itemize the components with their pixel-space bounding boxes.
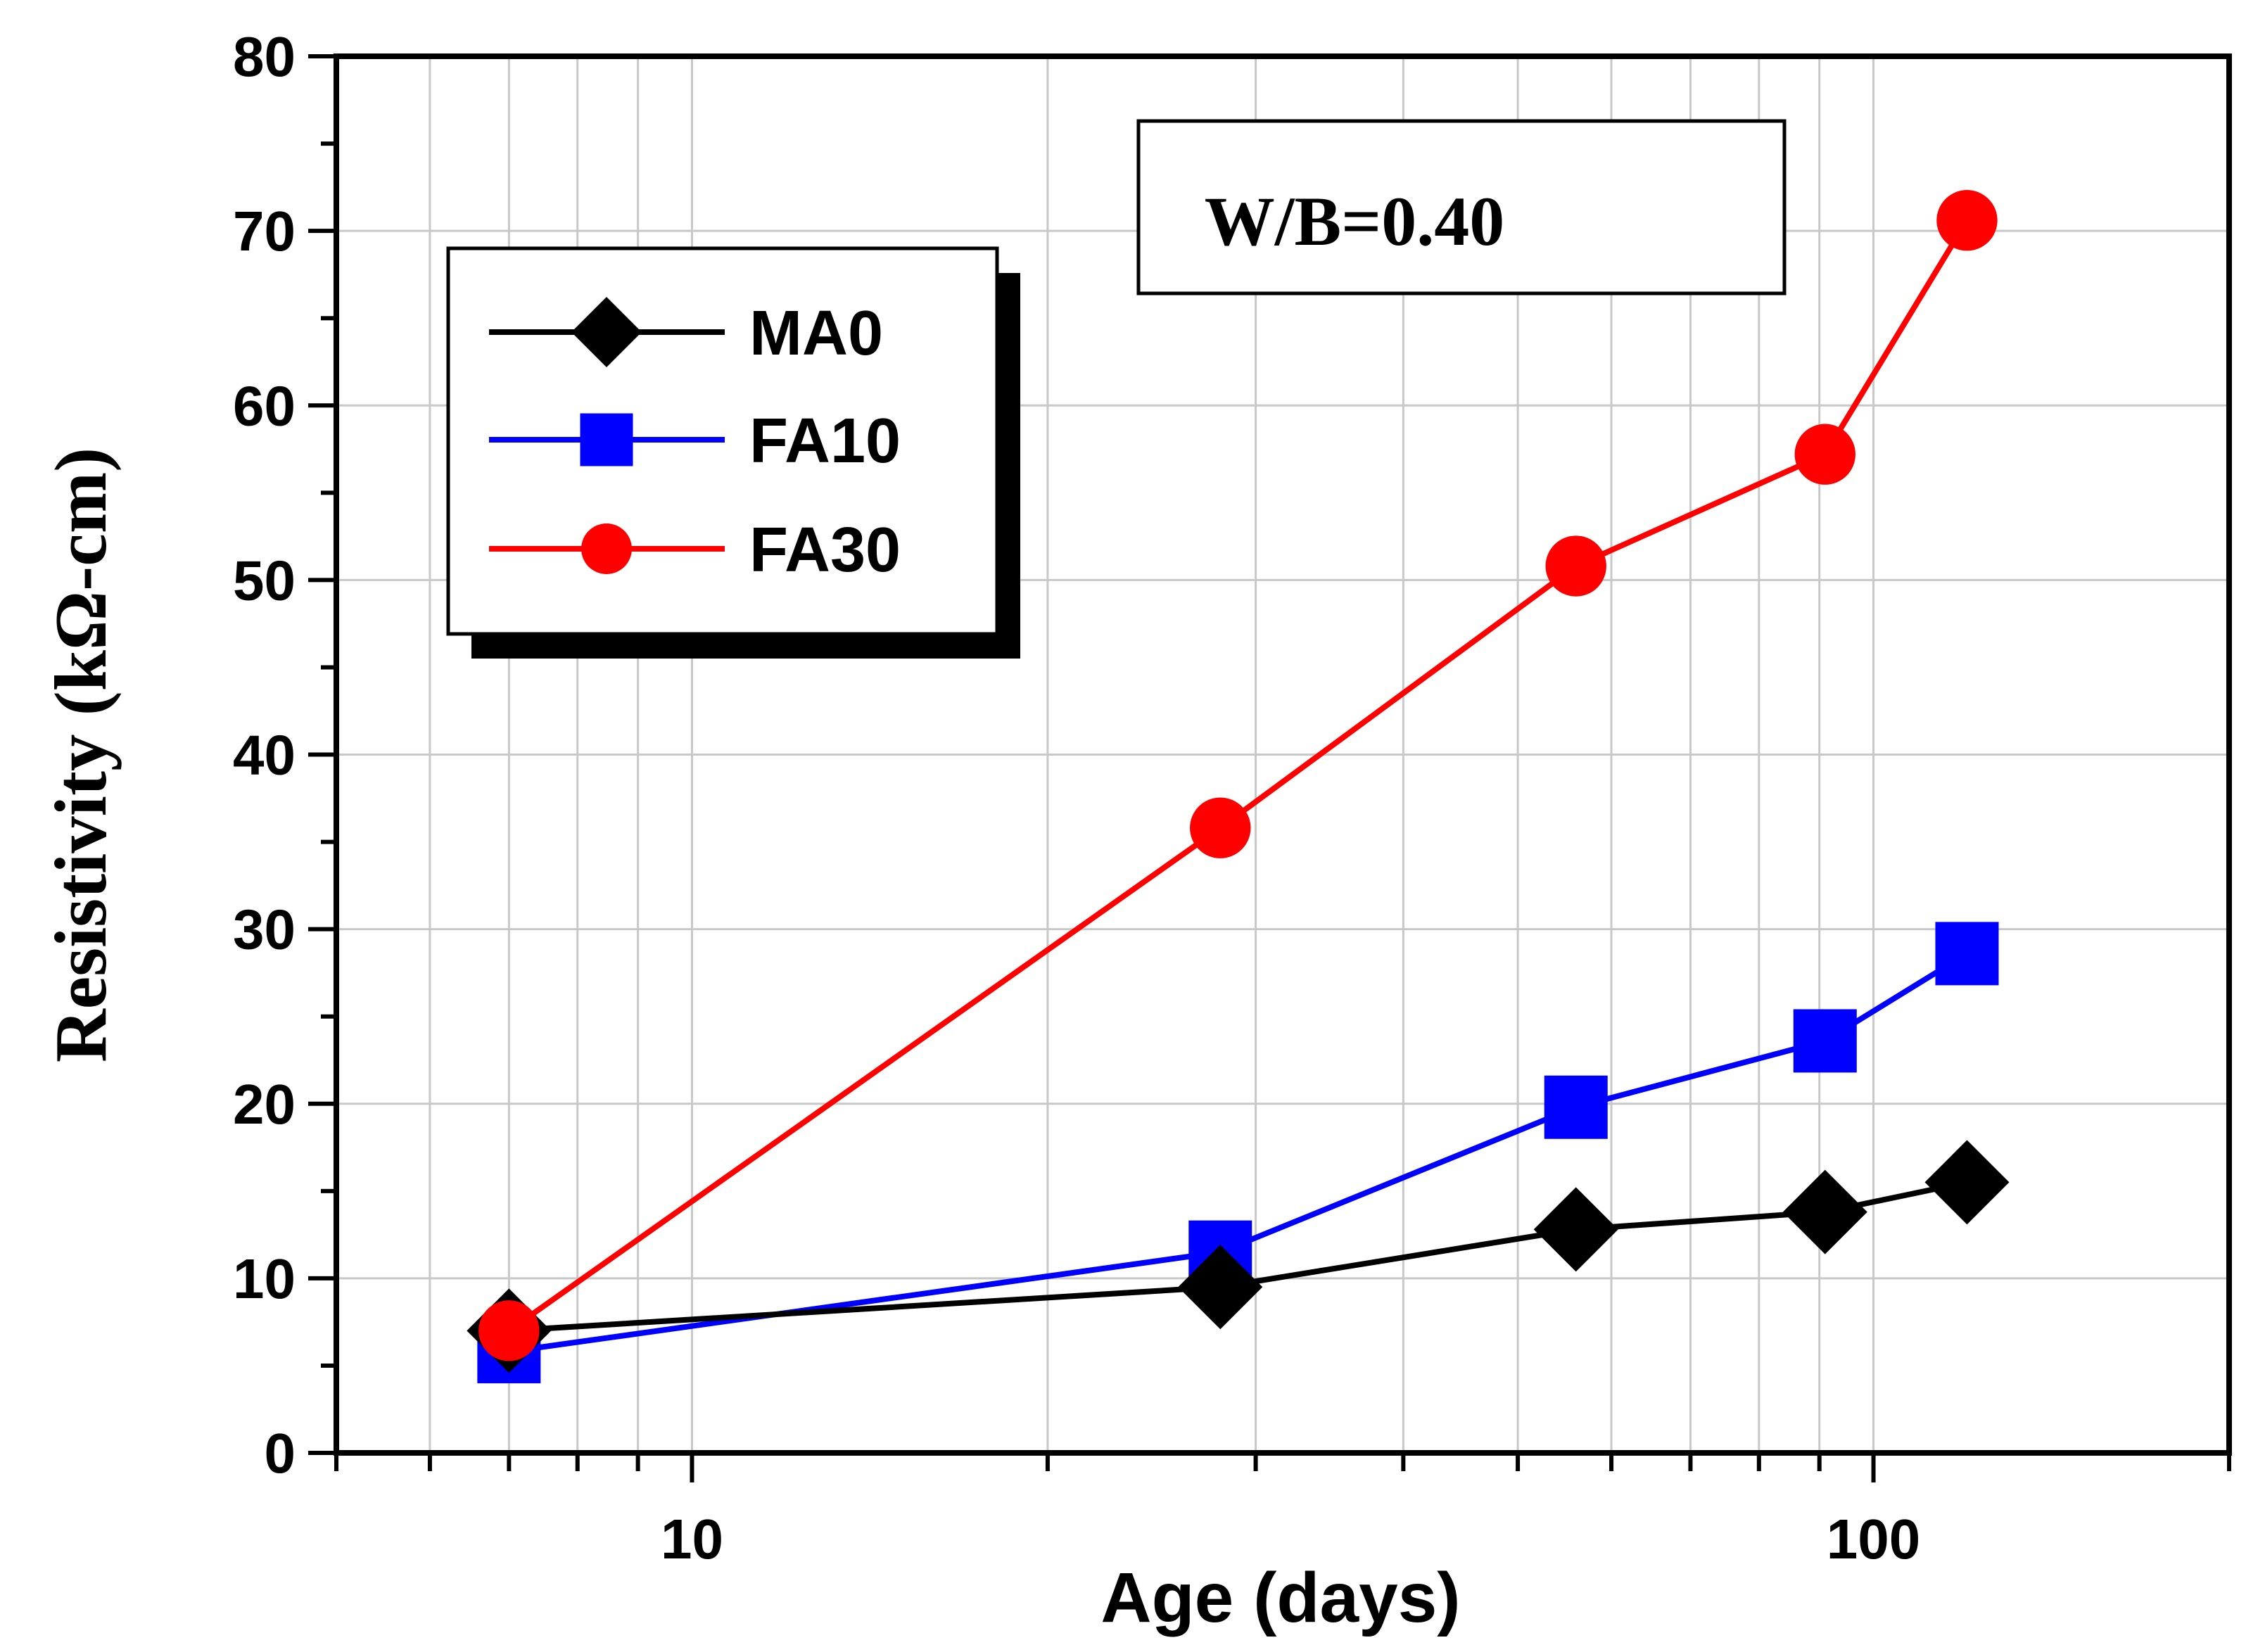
data-point xyxy=(478,1300,540,1361)
legend-marker xyxy=(580,413,633,466)
data-point xyxy=(1533,1187,1618,1272)
legend-marker xyxy=(571,297,642,367)
y-tick-label: 70 xyxy=(233,200,296,262)
y-axis-title: Resistivity (kΩ-cm) xyxy=(39,447,122,1062)
data-point xyxy=(1545,535,1606,597)
data-point xyxy=(1178,1245,1263,1330)
legend-item-ma0: MA0 xyxy=(489,297,883,369)
data-point xyxy=(1794,424,1855,485)
legend: MA0 FA10 FA30 xyxy=(446,246,1020,659)
series xyxy=(467,190,2010,1384)
series-fa30 xyxy=(478,190,1998,1361)
axis-ticks xyxy=(308,54,2231,1482)
y-tick-label: 60 xyxy=(233,374,296,437)
y-tick-label: 20 xyxy=(233,1073,296,1136)
legend-label: FA30 xyxy=(749,515,901,585)
annotation-box: W/B=0.40 xyxy=(1136,119,1787,296)
legend-label: MA0 xyxy=(749,298,883,369)
annotation-text: W/B=0.40 xyxy=(1205,182,1504,260)
data-point xyxy=(1936,190,1998,251)
data-point xyxy=(1782,1169,1867,1254)
y-tick-label: 0 xyxy=(265,1422,296,1485)
x-tick-label: 10 xyxy=(661,1508,723,1570)
axis-tick-labels: 0 10 20 30 40 50 60 70 80 10 100 xyxy=(233,25,1920,1570)
annotation-frame xyxy=(1136,119,1787,296)
data-point xyxy=(1924,1140,2010,1225)
legend-item-fa10: FA10 xyxy=(489,406,901,476)
x-tick-label: 100 xyxy=(1827,1508,1920,1570)
legend-marker xyxy=(581,523,632,574)
x-axis-title: Age (days) xyxy=(1100,1558,1460,1637)
legend-item-fa30: FA30 xyxy=(489,515,901,585)
data-point xyxy=(1793,1009,1857,1073)
data-point xyxy=(1190,797,1251,858)
y-tick-label: 30 xyxy=(233,898,296,961)
data-point xyxy=(1935,922,1999,986)
y-tick-label: 10 xyxy=(233,1247,296,1310)
y-tick-label: 50 xyxy=(233,549,296,611)
legend-label: FA10 xyxy=(749,406,901,476)
data-point xyxy=(1544,1075,1608,1139)
y-tick-label: 40 xyxy=(233,724,296,787)
y-tick-label: 80 xyxy=(233,25,296,88)
